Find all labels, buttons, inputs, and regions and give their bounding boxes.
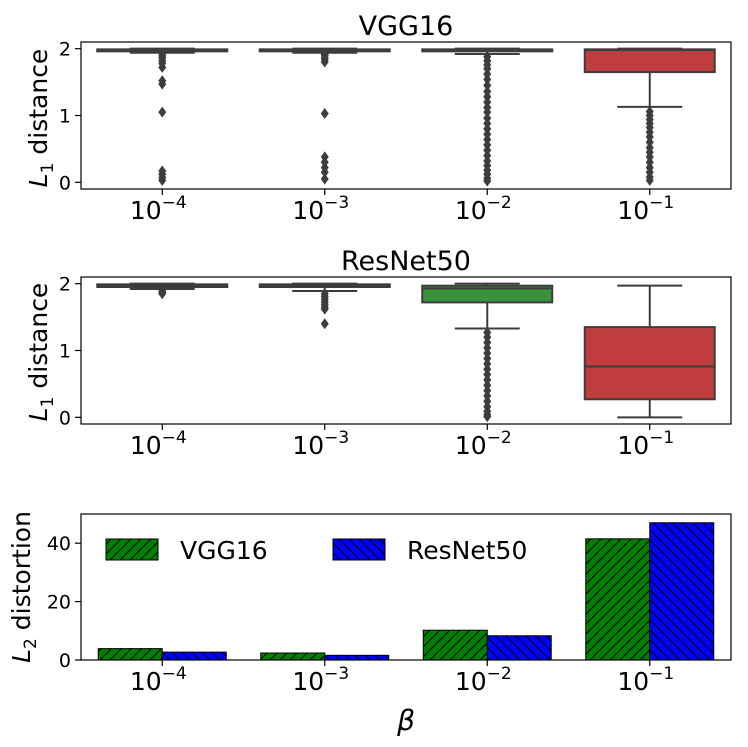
x-tick-label: 10−2 [455,428,512,460]
outlier-point [158,78,167,90]
x-axis-label: β [396,704,415,737]
y-tick-label: 0 [59,172,71,194]
x-tick-base: 10 [130,196,162,225]
outlier-point [320,173,329,185]
outlier-point [158,106,167,118]
bar-hatch [423,630,488,660]
x-tick-base: 10 [292,196,324,225]
x-tick-base: 10 [617,431,649,460]
outlier-point [158,288,167,300]
x-tick-exponent: −4 [162,428,187,448]
box [583,48,716,74]
y-axis-label: L1 distance [24,283,58,422]
box [583,326,716,401]
x-tick-base: 10 [455,667,487,696]
y-tick-label: 2 [59,274,71,296]
x-tick-label: 10−4 [130,193,187,225]
bar-hatch [585,538,650,660]
x-tick-label: 10−4 [130,664,187,696]
x-tick-base: 10 [455,196,487,225]
y-tick-label: 40 [47,533,71,555]
x-tick-base: 10 [455,431,487,460]
x-tick-label: 10−2 [455,664,512,696]
outlier-point [320,303,329,315]
y-tick-label: 0 [59,407,71,429]
y-axis-label: L1 distance [24,49,58,188]
y-tick-label: 20 [47,592,71,614]
y-axis-label: L2 distortion [7,511,41,663]
y-tick-label: 1 [59,341,71,363]
x-tick-label: 10−3 [292,664,349,696]
x-tick-label: 10−4 [130,428,187,460]
x-tick-base: 10 [292,667,324,696]
x-tick-label: 10−1 [617,193,674,225]
bar-hatch [324,655,389,660]
outlier-point [320,318,329,330]
x-tick-label: 10−1 [617,428,674,460]
plot-frame [80,513,732,661]
y-tick-label: 1 [59,106,71,128]
outlier-point [483,106,492,118]
x-tick-exponent: −2 [487,193,512,213]
x-tick-exponent: −2 [487,664,512,684]
x-tick-base: 10 [130,667,162,696]
outlier-point [320,166,329,178]
outlier-point [645,174,654,186]
x-tick-exponent: −4 [162,664,187,684]
x-tick-label: 10−1 [617,664,674,696]
outlier-point [483,79,492,91]
plot-frame [80,41,732,190]
bar-hatch [260,652,325,660]
x-tick-base: 10 [617,196,649,225]
outlier-point [483,73,492,85]
x-tick-exponent: −4 [162,193,187,213]
outlier-point [158,61,167,73]
x-tick-base: 10 [292,431,324,460]
bar-hatch [162,652,227,660]
bar-hatch [487,635,552,660]
x-tick-label: 10−2 [455,193,512,225]
x-tick-label: 10−3 [292,428,349,460]
panel-title: VGG16 [359,11,454,42]
outlier-point [158,174,167,186]
x-tick-exponent: −2 [487,428,512,448]
plot-frame [80,276,732,425]
y-tick-label: 0 [59,650,71,672]
x-tick-exponent: −1 [649,428,674,448]
outlier-point [483,175,492,187]
x-tick-exponent: −1 [649,193,674,213]
x-tick-exponent: −3 [324,428,349,448]
legend-swatch-vgg16-hatch [106,539,158,560]
legend-label-vgg16: VGG16 [180,536,268,565]
box [421,284,554,304]
legend: VGG16 ResNet50 [105,536,527,565]
panel-title: ResNet50 [341,246,471,277]
outlier-point [320,56,329,68]
x-tick-exponent: −3 [324,193,349,213]
legend-label-resnet50: ResNet50 [407,536,527,565]
outlier-point [483,411,492,423]
x-tick-exponent: −1 [649,664,674,684]
y-tick-label: 2 [59,39,71,61]
x-tick-base: 10 [617,667,649,696]
x-tick-label: 10−3 [292,193,349,225]
legend-swatch-resnet50-hatch [333,539,385,560]
bar-hatch [98,648,163,660]
outlier-point [320,107,329,119]
x-tick-exponent: −3 [324,664,349,684]
bar-hatch [649,522,714,660]
x-tick-base: 10 [130,431,162,460]
